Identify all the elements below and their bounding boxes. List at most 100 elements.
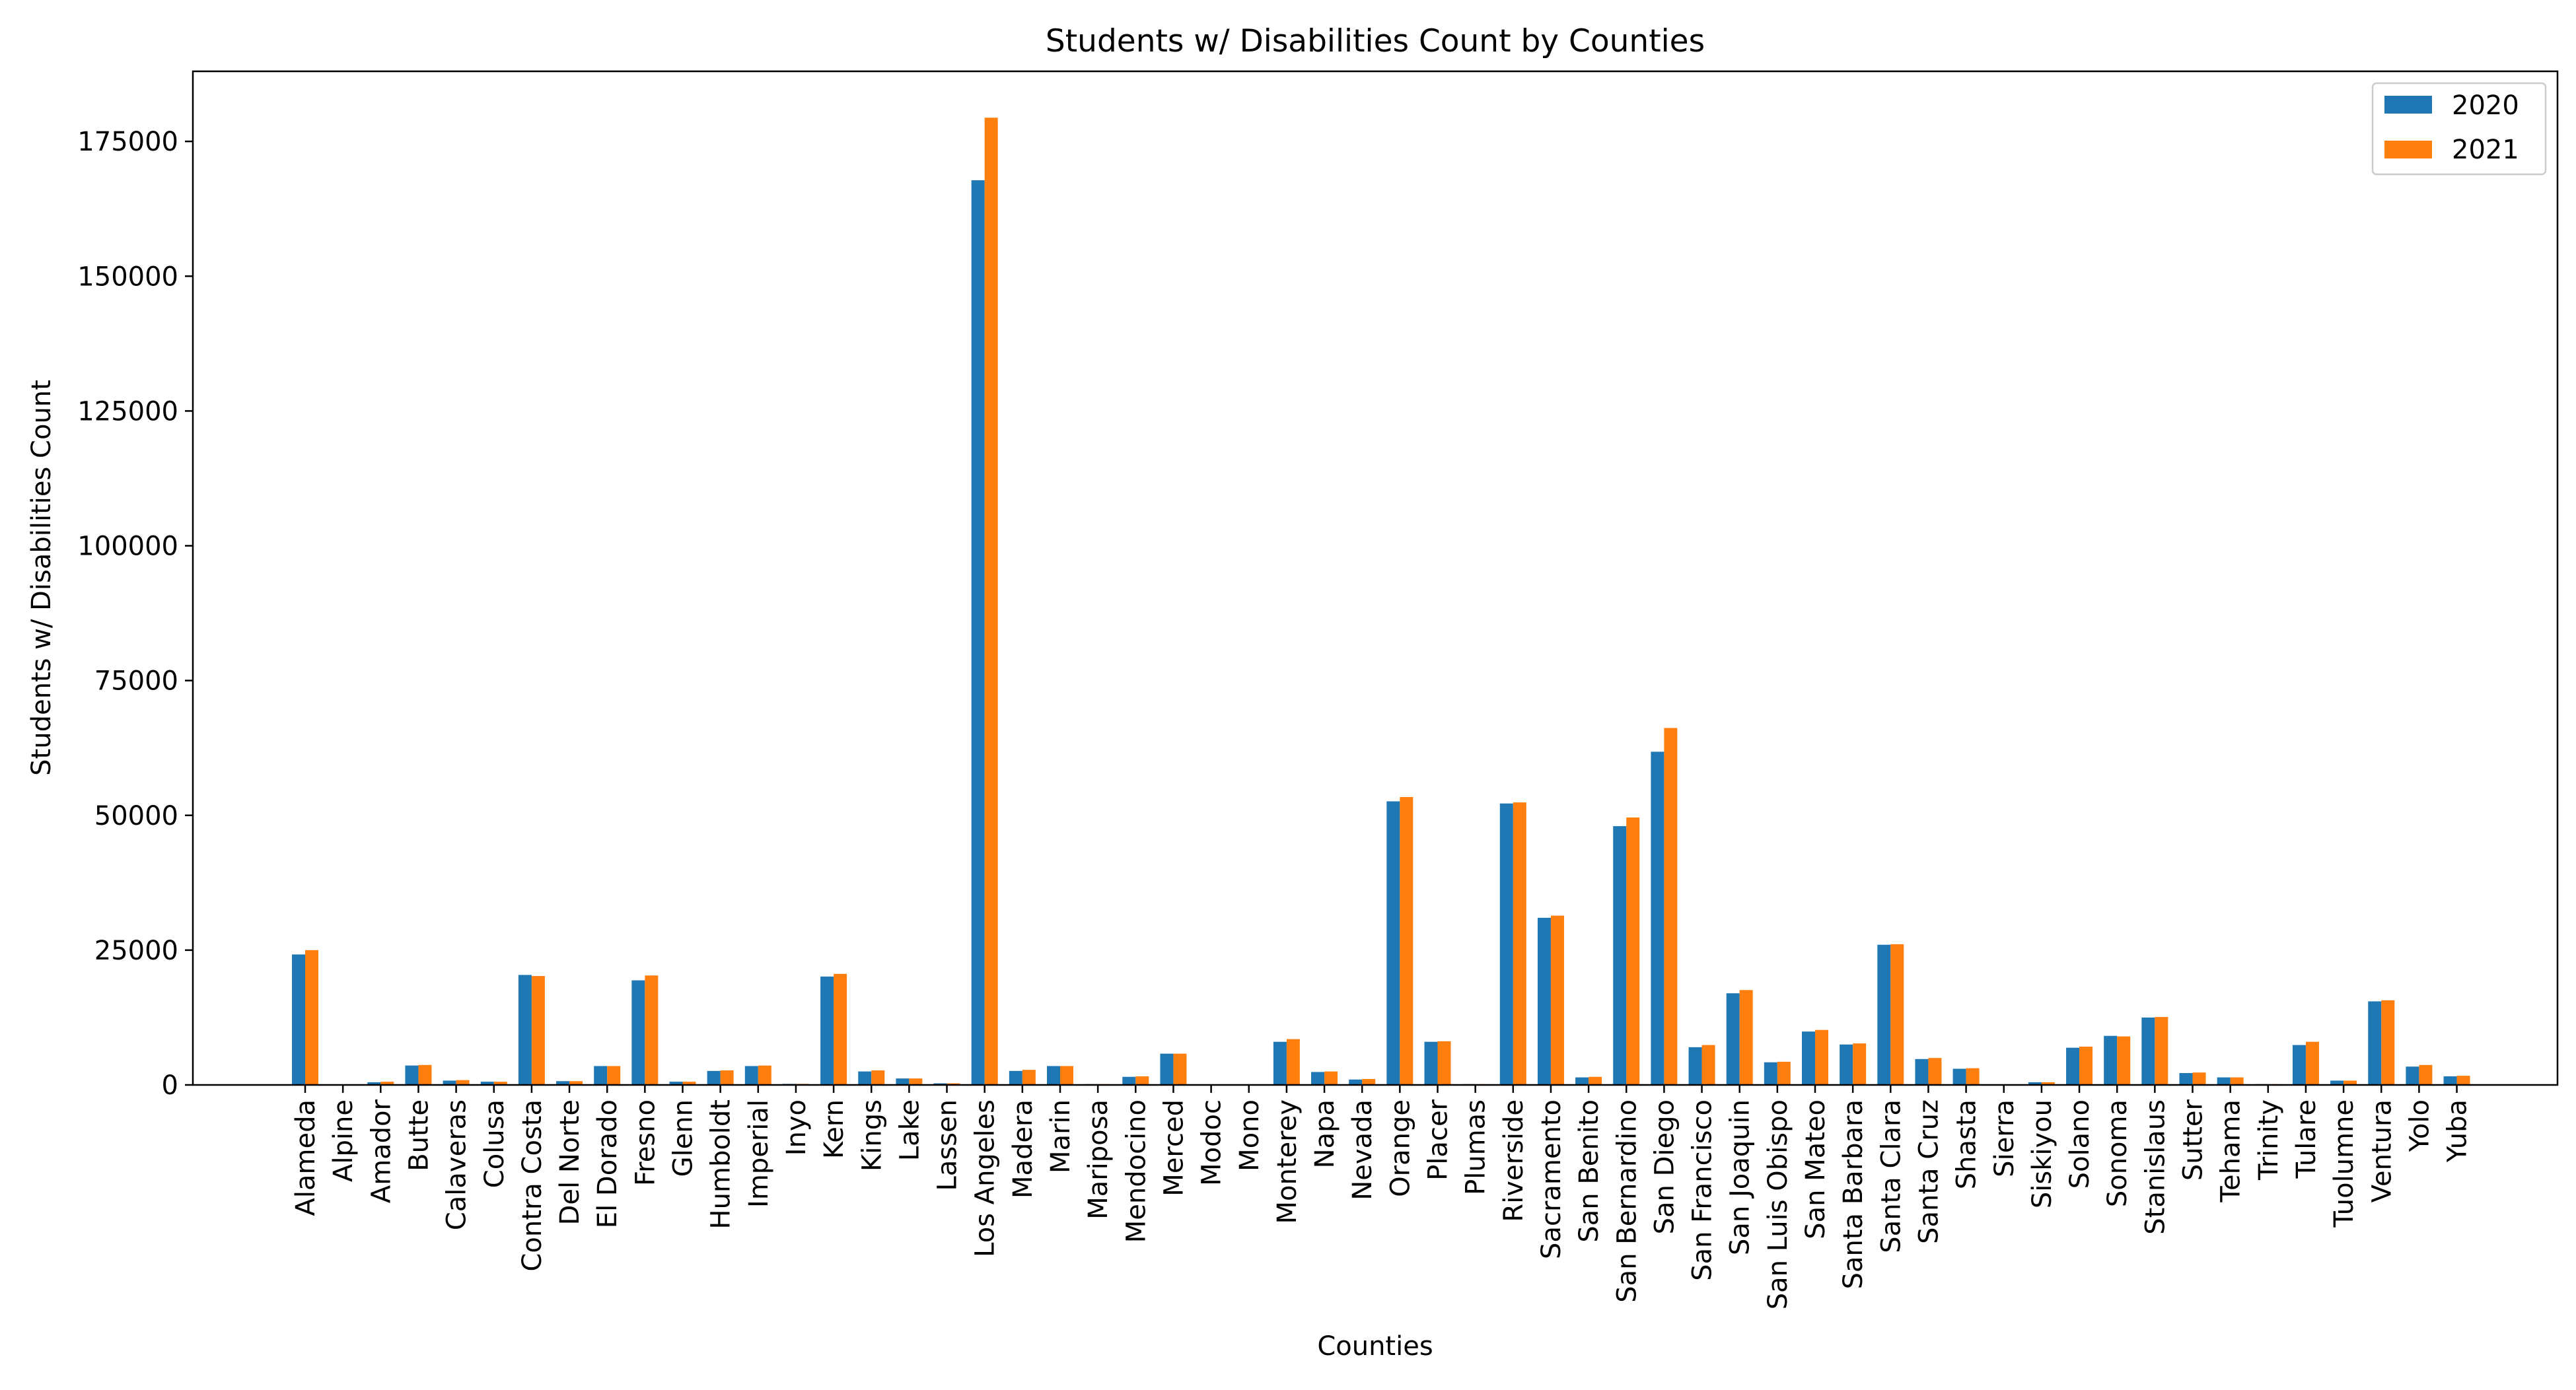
bar-2021-orange [1400,797,1413,1085]
bar-2020-santa-cruz [1915,1059,1928,1085]
bar-2021-napa [1324,1072,1338,1085]
bar-2021-san-bernardino [1626,817,1639,1085]
bar-2020-stanislaus [2141,1018,2155,1085]
bar-2020-mendocino [1122,1077,1135,1085]
y-axis-label: Students w/ Disabilities Count [26,380,57,776]
bar-2021-alameda [305,950,318,1085]
bar-2020-san-francisco [1689,1047,1702,1085]
bar-2021-fresno [645,975,658,1085]
bar-2021-tehama [2231,1078,2244,1085]
x-tick-label-trinity: Trinity [2254,1099,2284,1181]
bar-2021-solano [2079,1047,2093,1085]
bar-2021-marin [1060,1066,1073,1085]
legend-label-2021: 2021 [2452,135,2519,165]
bar-2021-santa-cruz [1928,1058,1941,1085]
bar-2021-santa-clara [1890,944,1904,1085]
bar-2020-merced [1160,1054,1173,1085]
x-tick-label-fresno: Fresno [630,1099,661,1186]
bar-2020-san-bernardino [1613,826,1626,1085]
bar-2020-placer [1425,1042,1438,1085]
x-tick-label-mariposa: Mariposa [1083,1099,1114,1220]
bar-2021-san-francisco [1702,1045,1715,1085]
x-tick-label-placer: Placer [1423,1099,1454,1180]
bar-2021-tulare [2306,1042,2319,1085]
x-tick-label-riverside: Riverside [1499,1099,1529,1222]
x-tick-label-humboldt: Humboldt [706,1099,736,1229]
x-tick-label-san-joaquin: San Joaquin [1725,1099,1756,1255]
x-tick-label-marin: Marin [1046,1099,1076,1173]
x-tick-label-alpine: Alpine [328,1099,359,1182]
bar-2020-sonoma [2104,1036,2117,1085]
bar-2020-tulare [2293,1045,2306,1085]
bar-2021-el-dorado [607,1066,620,1085]
x-tick-label-mono: Mono [1234,1099,1265,1171]
chart-title: Students w/ Disabilities Count by Counti… [1046,23,1705,59]
x-tick-label-amador: Amador [366,1099,396,1203]
x-tick-label-colusa: Colusa [480,1099,510,1188]
x-tick-label-sonoma: Sonoma [2102,1099,2133,1207]
x-tick-label-napa: Napa [1310,1099,1340,1168]
bar-2021-ventura [2381,1000,2394,1085]
bar-2020-madera [1009,1071,1022,1085]
x-tick-label-santa-clara: Santa Clara [1876,1099,1906,1253]
x-tick-label-santa-barbara: Santa Barbara [1838,1099,1869,1289]
bar-2021-sonoma [2117,1037,2130,1085]
bar-2021-merced [1173,1054,1186,1085]
x-tick-label-butte: Butte [404,1099,434,1171]
bar-2021-san-mateo [1815,1030,1828,1085]
bar-2020-marin [1047,1066,1060,1085]
bar-2021-san-joaquin [1740,990,1753,1085]
x-tick-label-san-luis-obispo: San Luis Obispo [1763,1099,1793,1309]
bar-2020-ventura [2368,1001,2381,1085]
y-tick-label: 0 [162,1070,178,1101]
y-tick-label: 150000 [77,261,178,292]
bar-2020-kings [858,1072,871,1085]
bar-2021-yolo [2419,1065,2432,1085]
bar-2020-napa [1311,1072,1324,1085]
x-tick-label-san-benito: San Benito [1574,1099,1604,1243]
x-tick-label-orange: Orange [1385,1099,1415,1197]
bar-2021-yuba [2457,1076,2470,1085]
x-tick-label-tuolumne: Tuolumne [2329,1099,2359,1228]
bar-2021-shasta [1966,1068,1980,1085]
y-tick-label: 125000 [77,396,178,427]
x-tick-label-ventura: Ventura [2367,1099,2397,1202]
x-tick-label-alameda: Alameda [291,1099,321,1216]
bar-2020-monterey [1273,1042,1287,1085]
x-tick-label-del-norte: Del Norte [555,1099,585,1225]
x-tick-label-lake: Lake [894,1099,925,1161]
bar-2021-butte [418,1065,431,1085]
bar-2020-el-dorado [594,1066,607,1085]
bar-2021-imperial [758,1066,771,1085]
x-tick-label-monterey: Monterey [1272,1099,1303,1224]
x-tick-label-shasta: Shasta [1952,1099,1982,1189]
x-tick-label-merced: Merced [1159,1099,1189,1197]
bar-2020-yuba [2444,1076,2457,1085]
x-tick-label-inyo: Inyo [781,1099,812,1156]
bar-2021-nevada [1362,1079,1375,1085]
x-tick-label-stanislaus: Stanislaus [2140,1099,2170,1235]
y-tick-label: 50000 [94,801,178,831]
x-tick-label-tehama: Tehama [2216,1099,2246,1203]
x-tick-label-mendocino: Mendocino [1121,1099,1151,1243]
bars-layer [292,118,2470,1085]
bar-2020-shasta [1953,1069,1966,1085]
bar-2020-sutter [2180,1073,2193,1085]
bar-2020-kern [820,977,834,1085]
x-tick-label-contra-costa: Contra Costa [517,1099,548,1272]
bar-2020-los-angeles [972,180,985,1085]
bar-2021-los-angeles [985,118,998,1085]
x-tick-label-los-angeles: Los Angeles [970,1099,1001,1257]
x-tick-label-imperial: Imperial [744,1099,774,1208]
bar-2020-fresno [631,981,645,1085]
bar-2021-madera [1022,1070,1036,1085]
x-tick-label-plumas: Plumas [1461,1099,1491,1195]
bar-2021-stanislaus [2155,1017,2168,1085]
bar-2021-contra-costa [532,976,545,1085]
bar-2020-santa-barbara [1840,1045,1853,1085]
bar-2020-butte [405,1066,418,1085]
bar-2020-san-luis-obispo [1764,1062,1777,1085]
x-tick-label-madera: Madera [1008,1099,1038,1199]
bar-2020-lake [896,1078,909,1085]
